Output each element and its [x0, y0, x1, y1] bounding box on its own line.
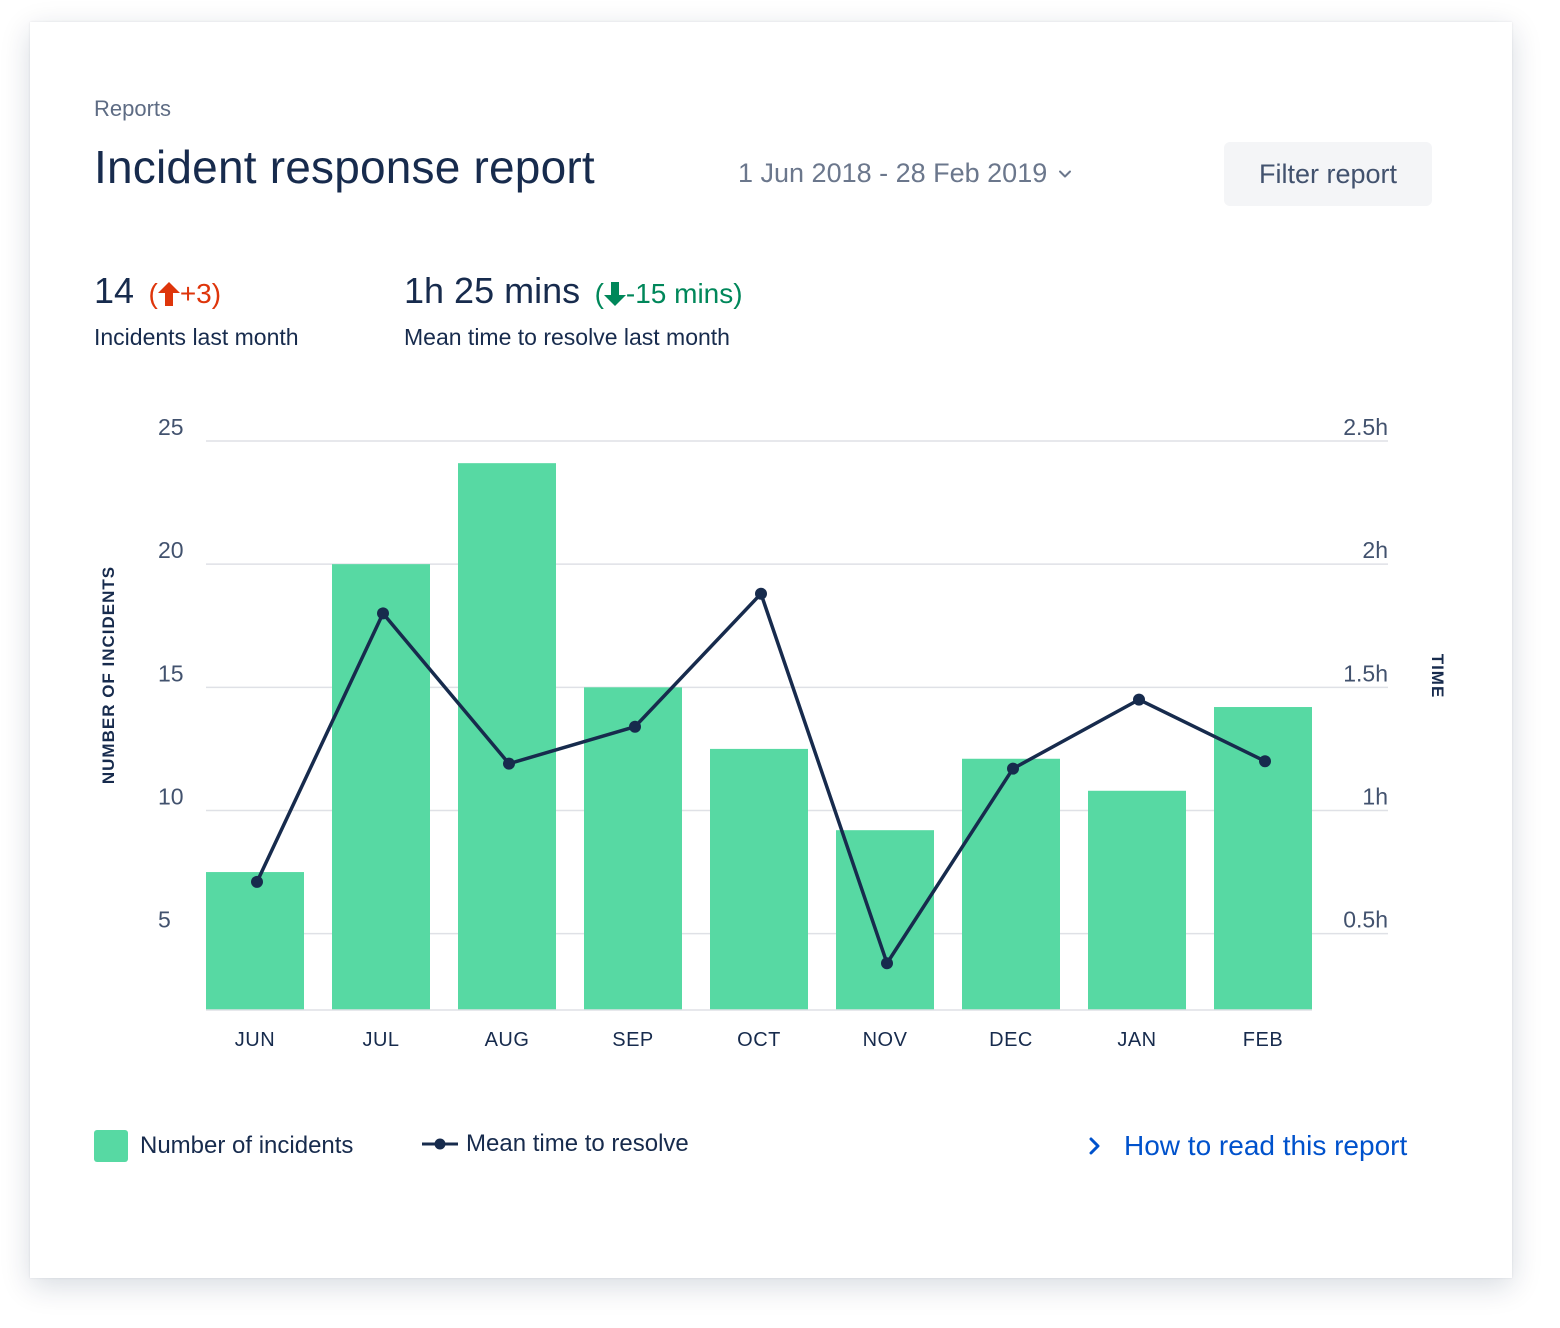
line-point — [1259, 755, 1271, 768]
bar — [1214, 707, 1312, 1010]
line-point — [629, 720, 641, 733]
page-title: Incident response report — [94, 141, 595, 193]
filter-report-button[interactable]: Filter report — [1224, 142, 1432, 206]
stat-mttr: 1h 25 mins (-15 mins) Mean time to resol… — [404, 270, 743, 351]
y2-tick-label: 0.5h — [1343, 907, 1388, 933]
x-tick-label: JUL — [362, 1029, 399, 1051]
legend-bar-swatch — [94, 1130, 128, 1162]
line-point — [881, 957, 893, 970]
x-tick-label: NOV — [863, 1029, 908, 1051]
bar — [710, 748, 808, 1010]
y-tick-label: 20 — [158, 537, 184, 563]
how-to-read-link[interactable]: How to read this report — [1088, 1130, 1407, 1162]
legend-bars: Number of incidents — [94, 1130, 353, 1162]
x-tick-label: DEC — [989, 1029, 1033, 1051]
stat-incidents-label: Incidents last month — [94, 324, 299, 350]
arrow-up-icon — [157, 282, 180, 306]
y2-tick-label: 2h — [1362, 537, 1388, 563]
y-tick-label: 10 — [158, 783, 184, 809]
bar — [458, 463, 556, 1010]
y-tick-label: 5 — [158, 907, 171, 933]
x-tick-label: FEB — [1243, 1029, 1283, 1051]
date-range-picker[interactable]: 1 Jun 2018 - 28 Feb 2019 — [738, 158, 1073, 189]
line-point — [1133, 693, 1145, 706]
y-tick-label: 15 — [158, 660, 184, 686]
date-range-label: 1 Jun 2018 - 28 Feb 2019 — [738, 158, 1048, 188]
legend-line-swatch — [422, 1138, 458, 1150]
legend-line-label: Mean time to resolve — [466, 1130, 689, 1157]
x-tick-label: JUN — [235, 1029, 275, 1051]
y2-tick-label: 1.5h — [1343, 660, 1388, 686]
stat-incidents-value: 14 — [94, 270, 135, 311]
x-tick-label: AUG — [485, 1029, 530, 1051]
y2-tick-label: 1h — [1362, 783, 1388, 809]
stat-incidents: 14 (+3) Incidents last month — [94, 270, 299, 351]
bar — [332, 564, 430, 1010]
bar — [584, 687, 682, 1010]
how-to-read-label: How to read this report — [1124, 1130, 1408, 1161]
line-point — [251, 875, 263, 888]
stat-mttr-delta: (-15 mins) — [594, 278, 743, 309]
x-tick-label: OCT — [737, 1029, 781, 1051]
x-tick-label: JAN — [1117, 1029, 1156, 1051]
arrow-down-icon — [603, 282, 626, 306]
legend-bars-label: Number of incidents — [140, 1132, 354, 1159]
y2-tick-label: 2.5h — [1343, 414, 1388, 440]
line-point — [503, 757, 515, 770]
bar — [1088, 790, 1186, 1010]
report-card — [30, 22, 1512, 1278]
y-tick-label: 25 — [158, 414, 184, 440]
chevron-down-icon — [1059, 170, 1072, 177]
x-tick-label: SEP — [612, 1029, 654, 1051]
line-point — [1007, 762, 1019, 775]
legend-line: Mean time to resolve — [422, 1130, 689, 1158]
stat-incidents-delta: (+3) — [148, 278, 222, 309]
breadcrumb[interactable]: Reports — [94, 96, 172, 121]
line-point — [755, 587, 767, 600]
line-point — [377, 607, 389, 620]
bar — [962, 758, 1060, 1010]
stat-mttr-value: 1h 25 mins — [404, 270, 581, 311]
stat-mttr-label: Mean time to resolve last month — [404, 324, 730, 350]
y-axis-title: NUMBER OF INCIDENTS — [99, 566, 118, 784]
bar — [206, 872, 304, 1010]
y2-axis-title: TIME — [1428, 654, 1447, 699]
chevron-right-icon — [1089, 1137, 1100, 1155]
